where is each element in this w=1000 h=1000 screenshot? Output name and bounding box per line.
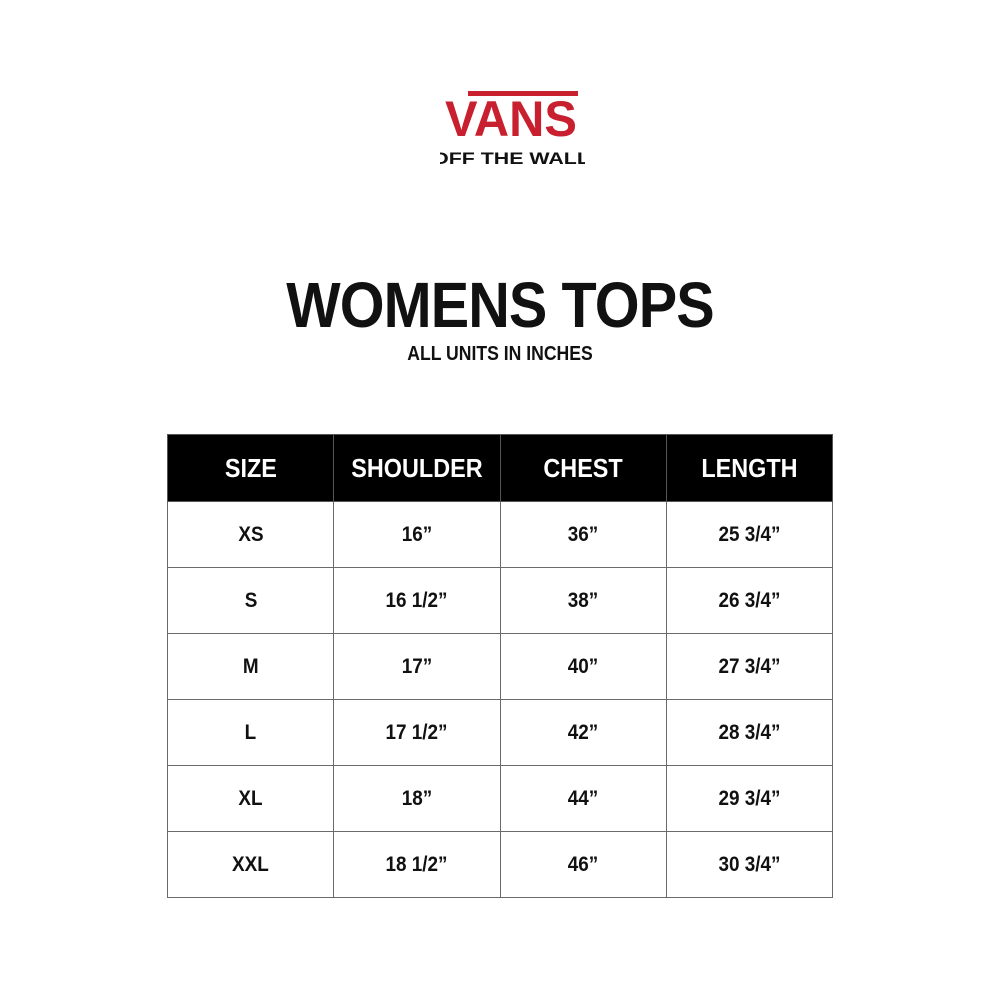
cell-length: 28 3/4” bbox=[665, 699, 834, 766]
cell-chest: 40” bbox=[499, 633, 667, 700]
page-subtitle: ALL UNITS IN INCHES bbox=[407, 343, 593, 365]
cell-size: XS bbox=[166, 501, 335, 568]
table-row: S 16 1/2” 38” 26 3/4” bbox=[166, 567, 834, 634]
vans-logo: VANS "OFF THE WALL" bbox=[422, 86, 600, 171]
cell-size: XL bbox=[166, 765, 335, 832]
cell-size: S bbox=[166, 567, 335, 634]
tagline: "OFF THE WALL" bbox=[440, 149, 585, 168]
cell-shoulder: 18” bbox=[333, 765, 501, 832]
size-chart-table: SIZE SHOULDER CHEST LENGTH XS 16” 36” 25 3/… bbox=[166, 434, 834, 898]
cell-shoulder: 17” bbox=[333, 633, 501, 700]
cell-size: XXL bbox=[166, 831, 335, 898]
table-row: L 17 1/2” 42” 28 3/4” bbox=[166, 699, 834, 766]
table-row: M 17” 40” 27 3/4” bbox=[166, 633, 834, 700]
cell-chest: 38” bbox=[499, 567, 667, 634]
cell-chest: 36” bbox=[499, 501, 667, 568]
header-row: SIZE SHOULDER CHEST LENGTH bbox=[166, 434, 834, 502]
header-chest: CHEST bbox=[499, 434, 667, 502]
cell-shoulder: 16” bbox=[333, 501, 501, 568]
cell-size: M bbox=[166, 633, 335, 700]
header-shoulder: SHOULDER bbox=[333, 434, 501, 502]
cell-chest: 42” bbox=[499, 699, 667, 766]
cell-size: L bbox=[166, 699, 335, 766]
header-length: LENGTH bbox=[665, 434, 834, 502]
svg-text:VANS: VANS bbox=[445, 91, 577, 147]
cell-length: 26 3/4” bbox=[665, 567, 834, 634]
table-row: XS 16” 36” 25 3/4” bbox=[166, 501, 834, 568]
cell-length: 30 3/4” bbox=[665, 831, 834, 898]
cell-chest: 44” bbox=[499, 765, 667, 832]
cell-length: 27 3/4” bbox=[665, 633, 834, 700]
cell-length: 29 3/4” bbox=[665, 765, 834, 832]
page-title: WOMENS TOPS bbox=[286, 269, 714, 341]
table-row: XXL 18 1/2” 46” 30 3/4” bbox=[166, 831, 834, 898]
cell-length: 25 3/4” bbox=[665, 501, 834, 568]
cell-shoulder: 18 1/2” bbox=[333, 831, 501, 898]
cell-shoulder: 17 1/2” bbox=[333, 699, 501, 766]
header-size: SIZE bbox=[166, 434, 335, 502]
cell-shoulder: 16 1/2” bbox=[333, 567, 501, 634]
table-row: XL 18” 44” 29 3/4” bbox=[166, 765, 834, 832]
cell-chest: 46” bbox=[499, 831, 667, 898]
